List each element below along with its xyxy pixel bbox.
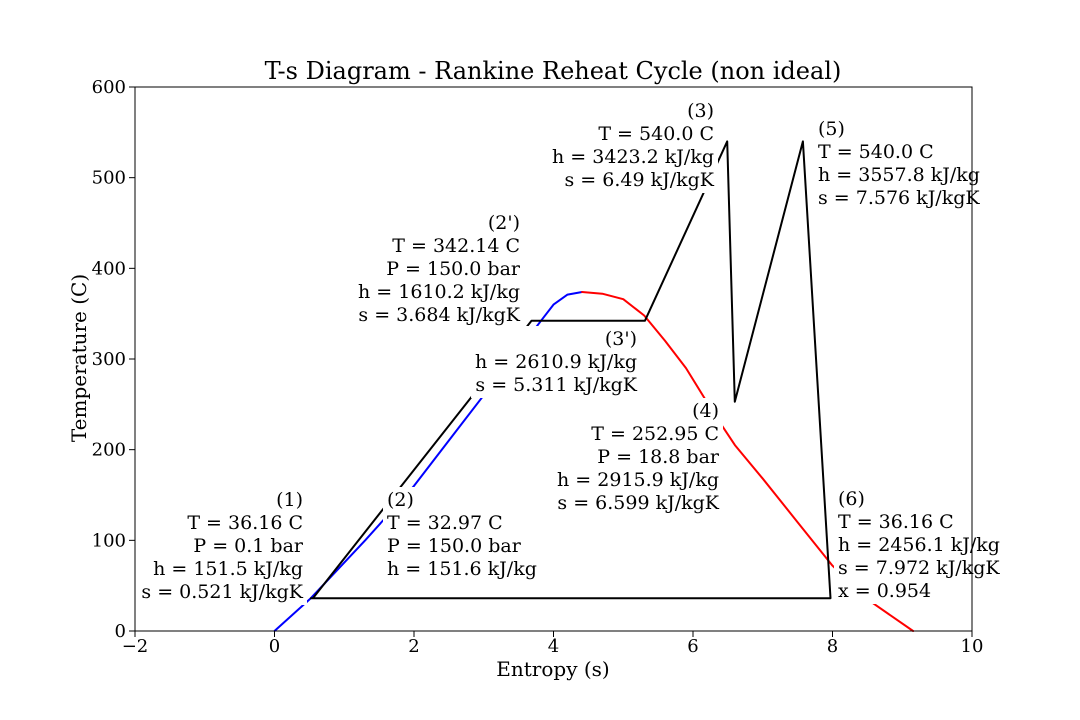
annotation-background xyxy=(383,487,541,582)
annotation-value: P = 150.0 bar xyxy=(386,258,521,280)
annotation-value: s = 3.684 kJ/kgK xyxy=(358,304,520,326)
y-tick-label: 400 xyxy=(92,258,126,279)
annotation-value: T = 540.0 C xyxy=(818,141,934,163)
annotation-background xyxy=(471,326,641,398)
annotation-label: (1) xyxy=(276,489,303,511)
annotation-value: s = 5.311 kJ/kgK xyxy=(475,374,637,396)
annotation-value: T = 342.14 C xyxy=(392,235,520,257)
annotation-value: P = 150.0 bar xyxy=(387,535,522,557)
annotation-label: (5) xyxy=(818,118,845,140)
annotation-label: (4) xyxy=(692,400,719,422)
y-tick-label: 0 xyxy=(115,621,126,642)
annotation-value: h = 2915.9 kJ/kg xyxy=(557,469,719,491)
annotation-background xyxy=(814,116,984,211)
y-tick-label: 500 xyxy=(92,168,126,189)
annotation-label: (6) xyxy=(838,488,865,510)
annotation-background xyxy=(553,398,723,516)
annotation-value: h = 1610.2 kJ/kg xyxy=(358,281,520,303)
x-tick-label: 10 xyxy=(961,636,984,657)
y-tick-label: 200 xyxy=(92,440,126,461)
annotation-label: (2') xyxy=(488,212,520,234)
annotation-background xyxy=(354,210,524,328)
x-axis-title: Entropy (s) xyxy=(496,657,609,681)
annotation-value: P = 0.1 bar xyxy=(193,535,304,557)
annotation-value: s = 6.599 kJ/kgK xyxy=(557,492,719,514)
annotation-point-5: (5)T = 540.0 Ch = 3557.8 kJ/kgs = 7.576 … xyxy=(814,116,984,211)
annotation-value: T = 32.97 C xyxy=(387,512,503,534)
annotation-value: h = 151.5 kJ/kg xyxy=(153,558,303,580)
annotation-value: T = 36.16 C xyxy=(838,511,954,533)
annotation-value: P = 18.8 bar xyxy=(597,446,720,468)
annotation-value: h = 2456.1 kJ/kg xyxy=(838,534,1000,556)
x-tick-label: 0 xyxy=(269,636,280,657)
annotation-point-3p: (3')h = 2610.9 kJ/kgs = 5.311 kJ/kgK xyxy=(471,326,641,398)
annotation-value: h = 3557.8 kJ/kg xyxy=(818,164,980,186)
x-tick-label: 6 xyxy=(687,636,698,657)
annotation-value: s = 0.521 kJ/kgK xyxy=(141,581,303,603)
annotation-background xyxy=(548,98,718,193)
chart-title: T-s Diagram - Rankine Reheat Cycle (non … xyxy=(265,57,842,85)
x-tick-label: −2 xyxy=(122,636,149,657)
y-tick-label: 100 xyxy=(92,530,126,551)
annotation-value: s = 7.576 kJ/kgK xyxy=(818,187,980,209)
y-tick-label: 600 xyxy=(92,77,126,98)
annotation-label: (2) xyxy=(387,489,414,511)
annotation-point-6: (6)T = 36.16 Ch = 2456.1 kJ/kgs = 7.972 … xyxy=(834,486,1004,604)
x-tick-label: 4 xyxy=(548,636,559,657)
x-tick-label: 2 xyxy=(408,636,419,657)
annotation-background xyxy=(834,486,1004,604)
annotation-value: s = 7.972 kJ/kgK xyxy=(838,557,1000,579)
x-tick-label: 8 xyxy=(827,636,838,657)
annotation-value: h = 151.6 kJ/kg xyxy=(387,558,537,580)
annotation-value: T = 36.16 C xyxy=(187,512,303,534)
annotation-background xyxy=(137,487,307,605)
y-tick-label: 300 xyxy=(92,349,126,370)
y-axis-title: Temperature (C) xyxy=(67,274,91,442)
annotation-value: s = 6.49 kJ/kgK xyxy=(565,169,715,191)
annotation-label: (3) xyxy=(687,100,714,122)
annotation-value: h = 2610.9 kJ/kg xyxy=(475,351,637,373)
annotation-point-3: (3)T = 540.0 Ch = 3423.2 kJ/kgs = 6.49 k… xyxy=(548,98,718,193)
annotation-value: x = 0.954 xyxy=(838,580,931,602)
annotation-value: h = 3423.2 kJ/kg xyxy=(552,146,714,168)
annotation-value: T = 540.0 C xyxy=(598,123,714,145)
annotation-value: T = 252.95 C xyxy=(591,423,719,445)
annotation-label: (3') xyxy=(605,328,637,350)
